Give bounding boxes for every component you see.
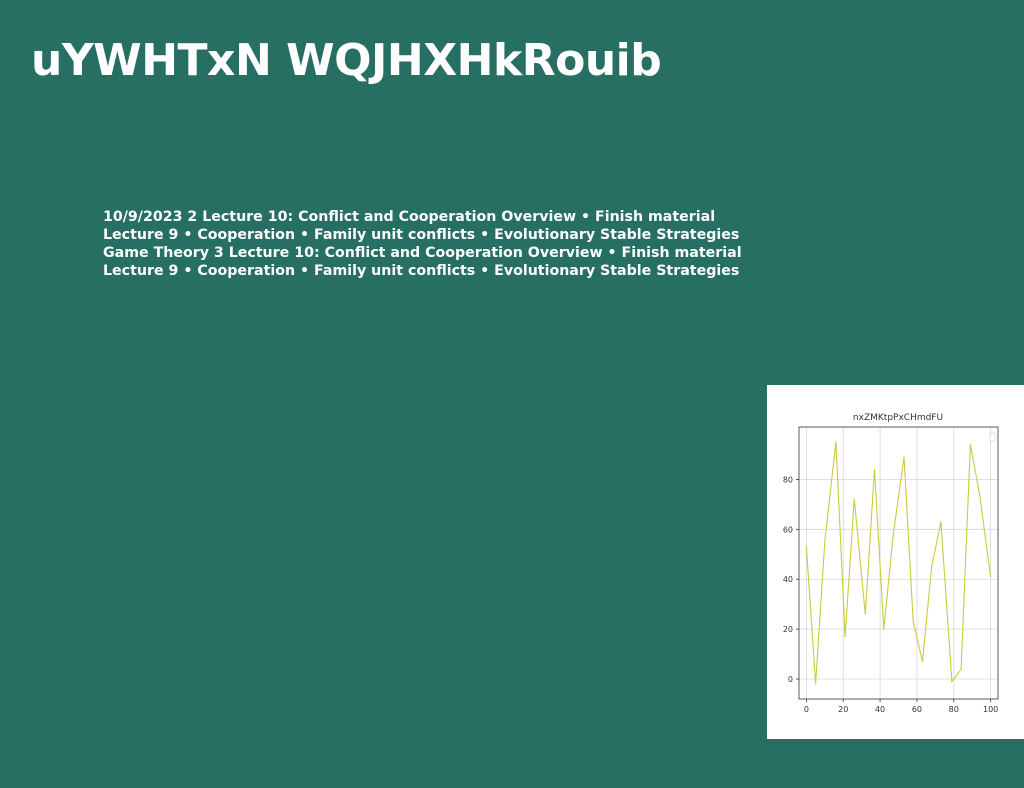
data-point [805, 546, 807, 548]
line-chart: nxZMKtpPxCHmdFU 0 20 40 60 80 100 0 20 40 60 80 [783, 413, 999, 714]
plot-frame [798, 426, 999, 700]
data-point [960, 668, 962, 670]
y-tick-label: 20 [783, 625, 793, 634]
data-point [844, 636, 846, 638]
data-point [912, 621, 914, 623]
x-tick-label: 40 [875, 705, 885, 714]
x-tick-label: 20 [838, 705, 848, 714]
x-tick-label: 0 [804, 705, 809, 714]
data-point [969, 443, 971, 446]
y-tick-label: 40 [783, 575, 793, 584]
data-point [940, 521, 942, 523]
data-point [892, 536, 894, 538]
data-point [824, 541, 826, 543]
x-tick-label: 60 [912, 705, 922, 714]
slide-body-text: 10/9/2023 2 Lecture 10: Conflict and Coo… [103, 209, 742, 279]
x-tick-label: 80 [949, 705, 959, 714]
data-point [990, 576, 992, 578]
data-point [814, 683, 817, 685]
data-point [853, 498, 855, 500]
series-line [805, 441, 992, 685]
data-point [951, 680, 953, 683]
chart-image: nxZMKtpPxCHmdFU 0 20 40 60 80 100 0 20 40 60 80 [767, 385, 1024, 739]
y-tick-label: 0 [788, 675, 793, 684]
slide-title: uYWHTxN WQJHXHkRouib [31, 35, 662, 86]
data-point [873, 468, 876, 471]
data-point [864, 613, 866, 615]
data-point [931, 566, 933, 568]
y-tick-label: 80 [783, 475, 793, 484]
data-point [903, 456, 905, 458]
legend-box [989, 432, 996, 442]
x-tick-label: 100 [983, 705, 998, 714]
y-tick-label: 60 [783, 525, 793, 534]
data-point [883, 628, 885, 630]
data-point [835, 441, 837, 443]
data-point [921, 660, 924, 663]
chart-title: nxZMKtpPxCHmdFU [853, 413, 943, 423]
data-point [978, 493, 981, 495]
